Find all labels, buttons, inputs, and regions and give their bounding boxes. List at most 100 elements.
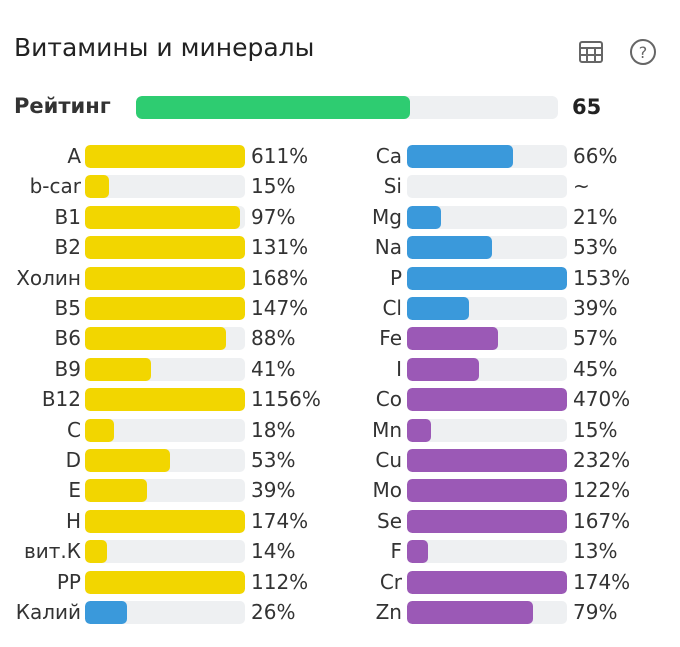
nutrient-bar-fill xyxy=(407,479,567,503)
nutrient-label: Cr xyxy=(379,569,402,594)
nutrient-label: Ca xyxy=(375,144,402,168)
nutrient-bar xyxy=(85,570,245,594)
nutrient-bar xyxy=(407,540,567,564)
nutrient-value: 1156% xyxy=(251,387,321,412)
nutrient-bar-fill xyxy=(85,357,151,381)
nutrient-value: 112% xyxy=(251,569,309,594)
nutrient-value: 15% xyxy=(573,417,618,442)
nutrient-bar-fill xyxy=(407,418,431,442)
nutrient-value: 21% xyxy=(573,204,618,229)
nutrient-bar-fill xyxy=(407,357,479,381)
nutrient-bar xyxy=(85,540,245,564)
nutrient-value: 18% xyxy=(251,417,296,442)
nutrient-bar xyxy=(407,388,567,412)
nutrient-bar-fill xyxy=(407,540,428,564)
nutrient-bar xyxy=(85,388,245,412)
rating-label: Рейтинг xyxy=(14,94,111,118)
nutrient-bar-fill xyxy=(85,236,245,260)
nutrient-bar xyxy=(85,236,245,260)
nutrient-bar-fill xyxy=(407,509,567,533)
nutrient-bar-fill xyxy=(85,479,148,503)
nutrient-value: 97% xyxy=(251,204,296,229)
nutrient-label: P xyxy=(389,265,402,290)
nutrient-bar-fill xyxy=(85,297,245,320)
nutrient-bar xyxy=(85,357,245,381)
nutrient-value: 470% xyxy=(573,387,631,412)
nutrient-bar xyxy=(85,145,245,168)
nutrient-label: E xyxy=(68,478,81,503)
nutrient-bar-fill xyxy=(85,570,245,594)
nutrient-label: Cu xyxy=(375,448,402,472)
nutrient-label: Cl xyxy=(382,296,402,320)
nutrient-bar xyxy=(407,145,567,168)
nutrient-bar xyxy=(85,509,245,533)
nutrient-label: Mo xyxy=(372,478,403,503)
rating-value: 65 xyxy=(572,95,602,119)
nutrient-bar-fill xyxy=(85,540,108,564)
nutrient-value: 41% xyxy=(251,356,296,381)
nutrient-bar xyxy=(407,327,567,351)
nutrient-bar-fill xyxy=(407,266,567,290)
nutrient-value: 39% xyxy=(251,478,296,503)
nutrient-value: 39% xyxy=(573,296,618,320)
nutrient-label: Калий xyxy=(15,600,81,624)
nutrient-bar-fill xyxy=(85,509,245,533)
nutrient-value: 45% xyxy=(573,356,618,381)
nutrient-value: 611% xyxy=(251,144,309,168)
nutrient-bar-fill xyxy=(407,327,499,351)
nutrient-label: Se xyxy=(377,508,402,533)
nutrient-bar xyxy=(407,175,567,199)
nutrient-bar-fill xyxy=(85,388,245,412)
nutrient-value: 153% xyxy=(573,265,631,290)
nutrient-bar-fill xyxy=(85,601,127,624)
nutrient-bar xyxy=(407,601,567,624)
nutrient-bar-fill xyxy=(407,601,534,624)
nutrient-label: PP xyxy=(56,569,81,594)
nutrient-label: Mn xyxy=(372,417,402,442)
nutrient-label: D xyxy=(65,448,81,472)
nutrient-value: 13% xyxy=(573,539,618,564)
nutrient-label: B5 xyxy=(54,296,81,320)
nutrient-bar-fill xyxy=(407,570,567,594)
nutrient-bar xyxy=(85,327,245,351)
rating-bar-fill xyxy=(136,96,411,119)
nutrient-bar xyxy=(85,297,245,320)
nutrient-value: 53% xyxy=(573,235,618,260)
nutrient-label: Холин xyxy=(16,265,81,290)
nutrient-bar xyxy=(407,509,567,533)
nutrient-bar xyxy=(407,418,567,442)
nutrient-bar xyxy=(85,479,245,503)
nutrient-bar xyxy=(85,418,245,442)
nutrient-bar xyxy=(407,205,567,229)
nutrient-label: C xyxy=(67,417,81,442)
nutrient-label: Mg xyxy=(372,204,402,229)
nutrient-bar xyxy=(407,357,567,381)
nutrient-bar xyxy=(85,601,245,624)
nutrient-value: 174% xyxy=(251,508,309,533)
nutrient-bar-fill xyxy=(85,175,109,199)
nutrient-label: I xyxy=(396,356,402,381)
nutrient-bar-fill xyxy=(407,205,441,229)
nutrient-label: B9 xyxy=(54,356,81,381)
nutrient-bar xyxy=(407,266,567,290)
page-title: Витамины и минералы xyxy=(14,33,315,62)
nutrient-label: B12 xyxy=(41,387,81,412)
nutrient-bar-fill xyxy=(407,297,470,320)
nutrient-label: B1 xyxy=(54,204,81,229)
nutrient-value: 122% xyxy=(573,478,631,503)
nutrient-bar xyxy=(407,236,567,260)
nutrient-bar xyxy=(85,449,245,472)
nutrient-value: 168% xyxy=(251,265,309,290)
nutrient-label: Co xyxy=(375,387,402,412)
nutrient-bar-fill xyxy=(407,388,567,412)
nutrient-bar-fill xyxy=(85,266,245,290)
nutrient-label: A xyxy=(67,144,81,168)
nutrient-value: 88% xyxy=(251,326,296,351)
nutrient-label: вит.К xyxy=(24,539,81,564)
nutrient-bar xyxy=(85,205,245,229)
nutrient-bar xyxy=(85,266,245,290)
help-circle-icon[interactable]: ? xyxy=(629,38,657,66)
nutrient-bar xyxy=(85,175,245,199)
nutrient-value: 167% xyxy=(573,508,631,533)
table-icon[interactable] xyxy=(577,38,605,66)
